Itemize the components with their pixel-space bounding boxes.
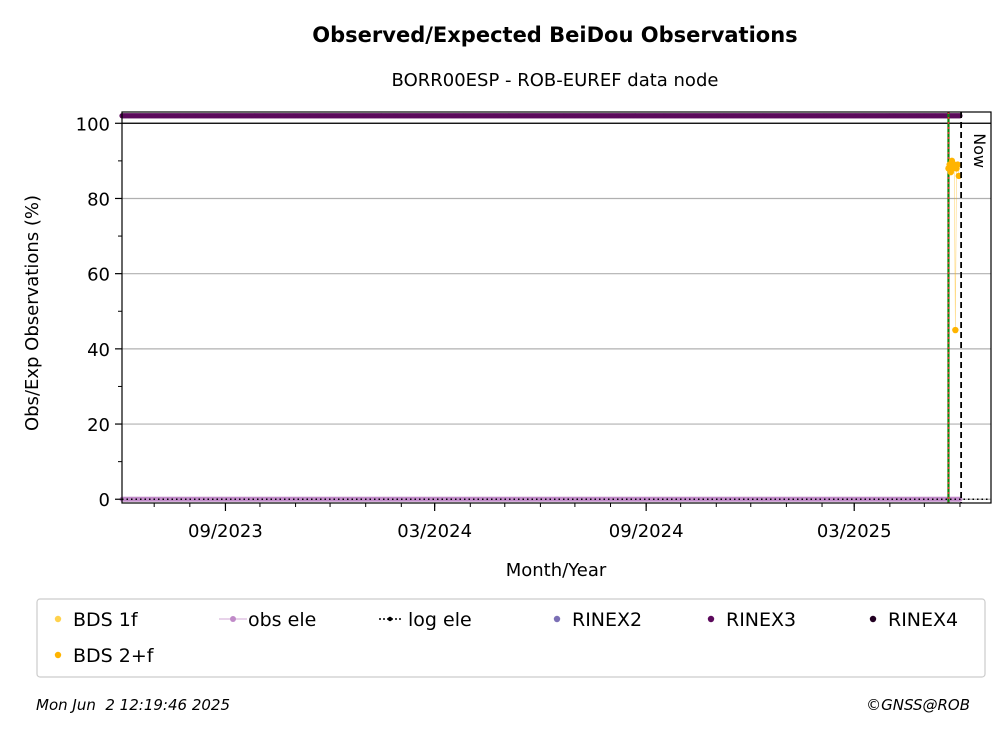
legend-label: RINEX4: [888, 609, 958, 631]
y-tick-label: 0: [99, 490, 110, 511]
series-bds-2f-line: [948, 160, 960, 331]
copyright: ©GNSS@ROB: [866, 696, 970, 714]
series-rinex3: [119, 113, 963, 119]
x-tick-label: 03/2024: [397, 521, 472, 542]
y-tick-label: 80: [87, 189, 110, 210]
legend-item: RINEX4: [869, 609, 958, 631]
legend-frame: [36, 598, 986, 678]
y-tick-label: 40: [87, 340, 110, 361]
y-tick-label: 100: [76, 114, 110, 135]
legend-marker: [230, 616, 236, 622]
legend-marker: [707, 615, 715, 623]
grid-lines: [122, 122, 991, 500]
legend-marker: [54, 615, 62, 623]
now-label: Now: [970, 133, 989, 168]
x-tick-label: 09/2024: [609, 521, 684, 542]
timestamp: Mon Jun 2 12:19:46 2025: [36, 696, 230, 714]
data-point-bds-2f: [954, 161, 961, 168]
chart-subtitle: BORR00ESP - ROB-EUREF data node: [392, 70, 719, 91]
x-tick-label: 03/2025: [817, 521, 892, 542]
x-axis: 09/2023 03/2024 09/2024 03/2025: [153, 503, 961, 542]
legend-label: log ele: [408, 609, 472, 631]
legend-marker: [54, 651, 62, 659]
legend-marker: [553, 615, 561, 623]
legend-item: RINEX3: [707, 609, 796, 631]
legend-item: obs ele: [219, 609, 316, 631]
legend-label: BDS 1f: [73, 609, 139, 631]
legend-item: log ele: [379, 609, 472, 631]
legend-item: BDS 2+f: [54, 645, 155, 667]
y-axis: 0 20 40 60 80 100: [76, 114, 122, 511]
legend-label: RINEX3: [726, 609, 796, 631]
legend-label: obs ele: [248, 609, 316, 631]
x-axis-label: Month/Year: [506, 560, 607, 581]
data-point-bds-2f: [952, 326, 959, 334]
legend-label: RINEX2: [572, 609, 642, 631]
legend-item: BDS 1f: [54, 609, 139, 631]
y-axis-label: Obs/Exp Observations (%): [22, 195, 43, 431]
legend-marker: [387, 616, 393, 622]
legend-label: BDS 2+f: [73, 645, 155, 667]
y-tick-label: 60: [87, 265, 110, 286]
data-marks: Now: [119, 112, 991, 503]
legend-item: RINEX2: [553, 609, 642, 631]
x-tick-label: 09/2023: [188, 521, 263, 542]
plot-frame: [121, 111, 992, 504]
legend-marker: [869, 615, 877, 623]
legend: BDS 1f obs ele log ele RINEX2 RINEX3 RINEX4 BD…: [36, 598, 986, 678]
chart-title: Observed/Expected BeiDou Observations: [312, 23, 797, 47]
y-tick-label: 20: [87, 415, 110, 436]
